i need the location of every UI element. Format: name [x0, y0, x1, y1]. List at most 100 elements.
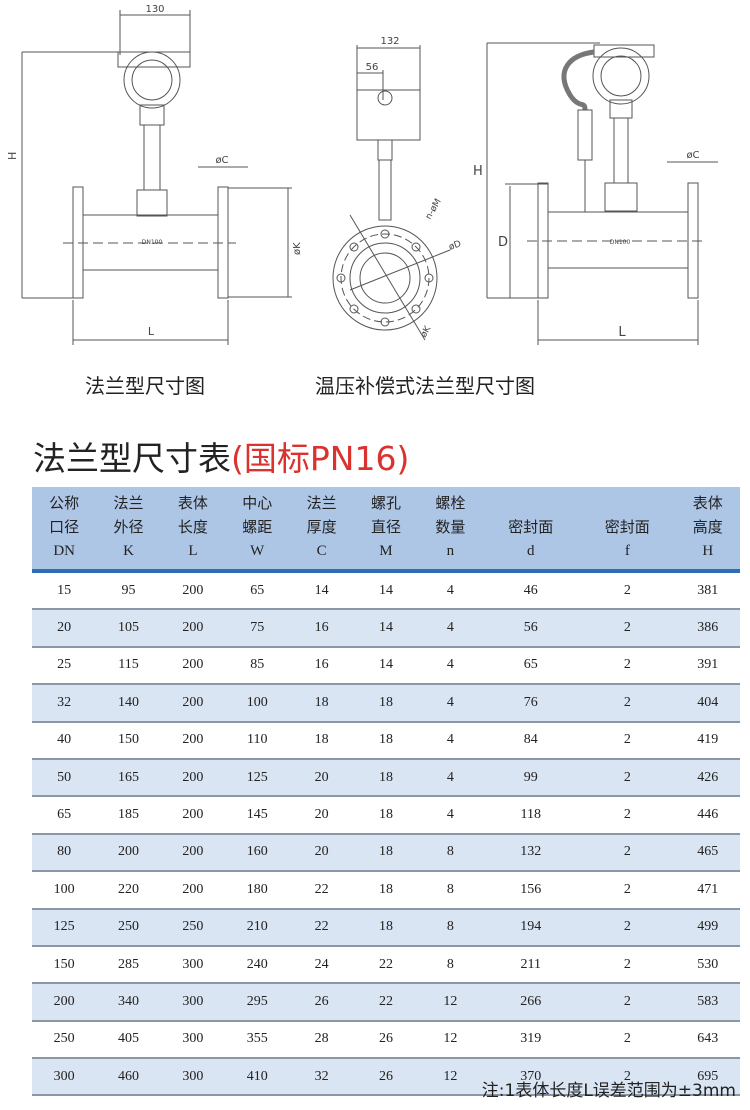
table-cell: 65	[32, 796, 97, 835]
table-cell: 14	[353, 571, 419, 611]
table-cell: 285	[96, 945, 161, 985]
table-cell: 695	[675, 1058, 740, 1097]
table-cell: 150	[96, 721, 161, 760]
column-header-l2: 高度	[692, 518, 723, 536]
column-header-l2: 厚度	[306, 518, 337, 536]
column-header: 法兰 厚度 C	[289, 487, 353, 571]
table-cell: 2	[579, 908, 676, 947]
column-header: 密封面 d	[483, 487, 580, 571]
table-cell: 300	[160, 983, 226, 1022]
table-cell: 2	[579, 983, 676, 1022]
table-cell: 404	[675, 684, 740, 723]
table-cell: 2	[579, 571, 676, 611]
table-cell: 465	[675, 833, 740, 873]
dim-oc: øC	[215, 155, 228, 166]
table-cell: 18	[353, 796, 419, 835]
column-header-l1: 中心	[242, 494, 273, 512]
table-cell: 2	[579, 1020, 676, 1060]
table-cell: 319	[482, 1020, 580, 1060]
column-header-l2: 口径	[49, 518, 80, 536]
table-cell: 75	[225, 609, 290, 648]
dim-od: øD	[448, 239, 463, 253]
table-note: 注:1表体长度L误差范围为±3mm	[481, 1081, 736, 1101]
table-cell: 200	[160, 721, 226, 760]
table-cell: 115	[96, 646, 161, 686]
column-header-sym: f	[624, 543, 630, 559]
table-cell: 295	[225, 983, 290, 1022]
table-cell: 85	[225, 646, 290, 686]
table-cell: 8	[418, 945, 483, 985]
table-cell: 180	[225, 871, 290, 910]
table-cell: 28	[289, 1020, 354, 1060]
table-cell: 4	[418, 646, 483, 686]
table-cell: 4	[418, 796, 483, 835]
table-cell: 8	[418, 908, 483, 947]
table-cell: 100	[225, 684, 290, 723]
table-cell: 14	[353, 609, 419, 648]
table-title-main: 法兰型尺寸表	[33, 439, 231, 478]
table-cell: 125	[225, 758, 290, 798]
column-header-l2: 密封面	[508, 518, 554, 536]
table-cell: 426	[675, 758, 740, 798]
column-header-l2: 数量	[435, 518, 466, 536]
dim-n-om: n-øM	[424, 197, 444, 221]
column-header-l1: 法兰	[306, 494, 337, 512]
dim-h: H	[6, 152, 19, 160]
column-header-l2: 直径	[370, 518, 401, 536]
table-cell: 18	[353, 871, 419, 910]
column-header: 公称 口径 DN	[32, 487, 96, 571]
dim-130: 130	[145, 4, 164, 15]
column-header-l2: 螺距	[242, 518, 273, 536]
table-cell: 22	[289, 908, 354, 947]
table-cell: 220	[96, 871, 161, 910]
table-cell: 2	[579, 684, 676, 723]
table-cell: 22	[353, 983, 419, 1022]
table-cell: 26	[353, 1020, 419, 1060]
table-row: 20 105 200 75 16 14 4 56 2 386	[32, 609, 740, 648]
table-cell: 76	[482, 684, 580, 723]
table-cell: 200	[160, 796, 226, 835]
bolt-holes	[336, 229, 434, 327]
column-header: 密封面 f	[579, 487, 676, 571]
table-cell: 240	[225, 945, 290, 985]
table-cell: 419	[675, 721, 740, 760]
table-cell: 145	[225, 796, 290, 835]
column-header: 表体高度 H	[676, 487, 740, 571]
table-cell: 250	[32, 1020, 97, 1060]
table-cell: 160	[225, 833, 290, 873]
table-cell: 100	[32, 871, 97, 910]
table-cell: 125	[32, 908, 97, 947]
table-cell: 156	[482, 871, 580, 910]
table-cell: 410	[225, 1058, 290, 1097]
dimension-drawings: 130 H DN100 L øC øK 132 56	[6, 4, 718, 345]
table-row: 300 460 300 410 32 26 12 370 2 695	[32, 1058, 740, 1097]
table-row: 125 250 250 210 22 18 8 194 2 499	[32, 908, 740, 947]
column-header: 表体 长度 L	[161, 487, 225, 571]
table-cell: 446	[675, 796, 740, 835]
table-cell: 22	[289, 871, 354, 910]
table-cell: 165	[96, 758, 161, 798]
column-header-l1: 螺孔	[370, 494, 401, 512]
table-cell: 46	[482, 571, 580, 611]
table-cell: 583	[675, 983, 740, 1022]
column-header-l2: 密封面	[604, 518, 650, 536]
table-cell: 24	[289, 945, 354, 985]
column-header-l1: 表体	[692, 494, 723, 512]
dim-oc2: øC	[686, 150, 699, 161]
table-cell: 2	[579, 796, 676, 835]
table-cell: 381	[675, 571, 740, 611]
dim-ok: øK	[292, 242, 303, 255]
column-header: 螺孔 直径 M	[354, 487, 418, 571]
flange-type-drawing: 130 H DN100 L øC øK	[6, 4, 303, 345]
table-cell: 99	[482, 758, 580, 798]
column-header-sym: H	[702, 543, 714, 559]
table-row: 32 140 200 100 18 18 4 76 2 404	[32, 684, 740, 723]
table-row: 15 95 200 65 14 14 4 46 2 381	[32, 571, 740, 611]
table-cell: 300	[32, 1058, 97, 1097]
table-cell: 18	[353, 833, 419, 873]
table-cell: 26	[289, 983, 354, 1022]
column-header-sym: n	[446, 543, 455, 559]
table-cell: 40	[32, 721, 97, 760]
column-header-l1: 表体	[177, 494, 208, 512]
